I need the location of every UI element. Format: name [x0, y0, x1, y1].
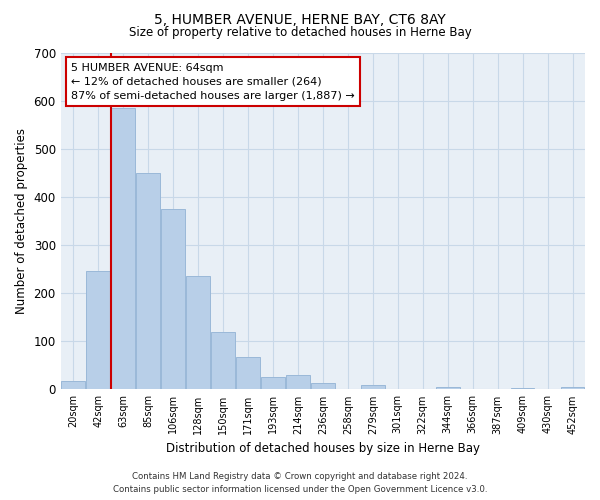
Bar — [436, 387, 460, 390]
Text: Contains HM Land Registry data © Crown copyright and database right 2024.
Contai: Contains HM Land Registry data © Crown c… — [113, 472, 487, 494]
Y-axis label: Number of detached properties: Number of detached properties — [15, 128, 28, 314]
X-axis label: Distribution of detached houses by size in Herne Bay: Distribution of detached houses by size … — [166, 442, 480, 455]
Bar — [136, 173, 160, 390]
Bar — [111, 108, 135, 390]
Bar — [61, 381, 85, 390]
Bar — [211, 332, 235, 390]
Bar — [161, 209, 185, 390]
Bar — [86, 270, 110, 390]
Text: 5, HUMBER AVENUE, HERNE BAY, CT6 8AY: 5, HUMBER AVENUE, HERNE BAY, CT6 8AY — [154, 12, 446, 26]
Bar — [186, 276, 210, 390]
Bar — [261, 378, 285, 390]
Bar — [560, 387, 584, 390]
Text: Size of property relative to detached houses in Herne Bay: Size of property relative to detached ho… — [128, 26, 472, 39]
Bar — [286, 374, 310, 390]
Bar — [236, 357, 260, 390]
Bar — [311, 382, 335, 390]
Bar — [511, 388, 535, 390]
Bar — [361, 384, 385, 390]
Text: 5 HUMBER AVENUE: 64sqm
← 12% of detached houses are smaller (264)
87% of semi-de: 5 HUMBER AVENUE: 64sqm ← 12% of detached… — [71, 62, 355, 100]
